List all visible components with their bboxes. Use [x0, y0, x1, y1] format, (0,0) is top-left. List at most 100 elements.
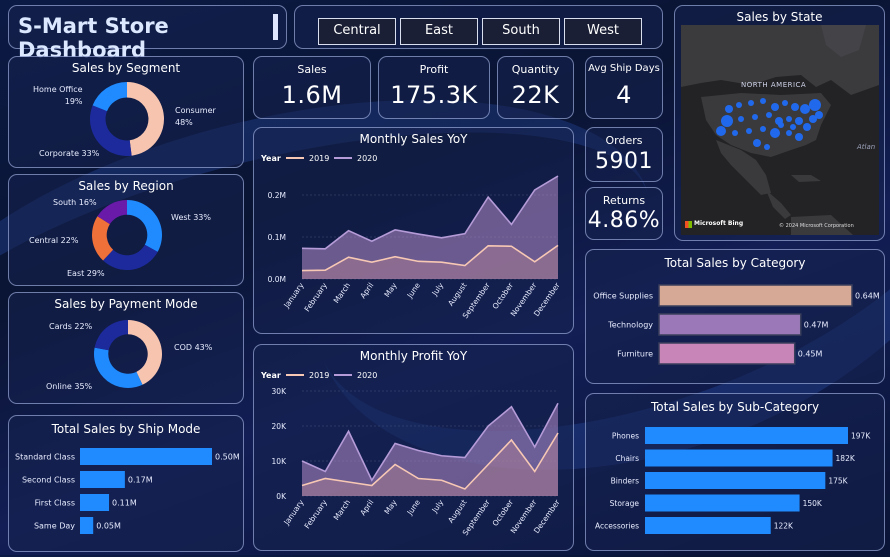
state-dot[interactable] [770, 128, 780, 138]
donut-slice-home-office[interactable] [92, 82, 127, 112]
tab-east[interactable]: East [400, 18, 478, 45]
ocean-label: Atlan [857, 143, 876, 151]
bar-chairs[interactable] [645, 449, 833, 467]
state-dot[interactable] [782, 100, 788, 106]
bar-category-label: Chairs [615, 454, 639, 463]
state-dot[interactable] [778, 122, 784, 128]
legend-label[interactable]: 2020 [357, 154, 377, 163]
x-tick-label: April [358, 498, 375, 517]
x-tick-label: March [332, 281, 353, 305]
series-line-2020[interactable] [301, 175, 559, 250]
series-line-2019[interactable] [301, 432, 559, 490]
land-usa [701, 93, 831, 157]
state-dot[interactable] [795, 117, 803, 125]
bar-phones[interactable] [645, 427, 848, 444]
land-greenland [821, 25, 866, 57]
state-dot[interactable] [786, 116, 792, 122]
state-dot[interactable] [815, 111, 823, 119]
bar-same-day[interactable] [80, 517, 94, 534]
state-dot[interactable] [795, 133, 803, 141]
map-view[interactable]: NORTH AMERICA Atlan Microsoft Bing © 202… [681, 25, 879, 235]
state-dot[interactable] [752, 114, 758, 120]
bar-storage[interactable] [645, 494, 800, 512]
bar-value-label: 0.05M [96, 522, 121, 531]
x-tick-label: May [382, 498, 399, 516]
area-fill-2020 [302, 403, 558, 496]
state-dot[interactable] [753, 139, 761, 147]
kpi-label: Avg Ship Days [588, 63, 660, 74]
bar-value-label: 122K [774, 522, 794, 531]
legend-label[interactable]: 2019 [309, 154, 329, 163]
kpi-label: Profit [419, 63, 449, 76]
bar-value-label: 0.11M [112, 499, 137, 508]
bar-standard-class[interactable] [80, 448, 212, 465]
tab-central[interactable]: Central [318, 18, 396, 45]
state-dot[interactable] [716, 126, 726, 136]
bar-accessories[interactable] [645, 517, 771, 534]
bar-value-label: 0.64M [855, 292, 880, 301]
legend-label[interactable]: 2020 [357, 371, 377, 380]
donut-slice-cod[interactable] [128, 320, 162, 385]
donut-slice-east[interactable] [103, 244, 158, 270]
bar-value-label: 150K [803, 499, 823, 508]
donut-slice-west[interactable] [127, 200, 162, 252]
donut-slice-south[interactable] [97, 200, 127, 225]
state-dot[interactable] [771, 103, 779, 111]
tab-south[interactable]: South [482, 18, 560, 45]
x-tick-label: March [332, 498, 353, 522]
region-label-west: West 33% [171, 213, 211, 222]
bar-binders[interactable] [645, 472, 826, 489]
legend-title: Year [260, 154, 281, 163]
segment-label-home-office: Home Office 19% [33, 85, 83, 106]
legend-label[interactable]: 2019 [309, 371, 329, 380]
state-dot[interactable] [764, 144, 770, 150]
bar-technology[interactable] [658, 313, 802, 336]
state-dot[interactable] [809, 99, 821, 111]
state-dot[interactable] [803, 123, 811, 131]
region-donut-chart [92, 200, 162, 270]
kpi-value: 4 [616, 81, 632, 109]
bar-furniture[interactable] [658, 342, 796, 365]
state-dot[interactable] [736, 102, 742, 108]
state-dot[interactable] [786, 130, 792, 136]
donut-slice-consumer[interactable] [127, 82, 164, 156]
state-dot[interactable] [809, 115, 817, 123]
region-label-east: East 29% [67, 269, 105, 278]
bar-first-class[interactable] [80, 494, 110, 511]
state-dot[interactable] [725, 105, 733, 113]
land-south-america [791, 215, 853, 235]
bar-category-label: Second Class [22, 476, 75, 485]
kpi-value: 1.6M [281, 81, 343, 109]
series-line-2019[interactable] [301, 244, 559, 272]
kpi-label: Returns [602, 194, 646, 207]
state-dot[interactable] [766, 112, 772, 118]
state-dot[interactable] [760, 126, 766, 132]
region-panel: Sales by Region West 33% East 29% Centra… [8, 174, 244, 286]
donut-slice-cards[interactable] [94, 320, 128, 351]
state-dot[interactable] [790, 124, 796, 130]
state-dot[interactable] [748, 100, 754, 106]
bar-second-class[interactable] [80, 471, 125, 488]
kpi-value: 175.3K [390, 81, 478, 109]
state-dot[interactable] [732, 130, 738, 136]
chart-title: Monthly Sales YoY [359, 132, 468, 146]
state-dot[interactable] [760, 98, 766, 104]
tab-west[interactable]: West [564, 18, 642, 45]
state-dot[interactable] [738, 116, 744, 122]
kpi-label: Quantity [511, 63, 560, 76]
bar-office-supplies[interactable] [658, 284, 853, 307]
state-dots [716, 98, 823, 150]
state-dot[interactable] [800, 104, 810, 114]
state-dot[interactable] [721, 115, 733, 127]
series-line-2020[interactable] [301, 402, 559, 482]
x-tick-label: May [382, 281, 399, 299]
state-dot[interactable] [791, 103, 799, 111]
state-dot[interactable] [746, 128, 752, 134]
donut-slice-corporate[interactable] [89, 105, 132, 156]
donut-slice-central[interactable] [92, 216, 114, 261]
x-tick-label: July [430, 281, 446, 298]
donut-slice-online[interactable] [94, 347, 143, 388]
shipmode-bar-chart: Standard Class 0.50M Second Class 0.17M Firs… [15, 448, 240, 534]
payment-panel: Sales by Payment Mode COD 43% Online 35%… [8, 292, 244, 404]
